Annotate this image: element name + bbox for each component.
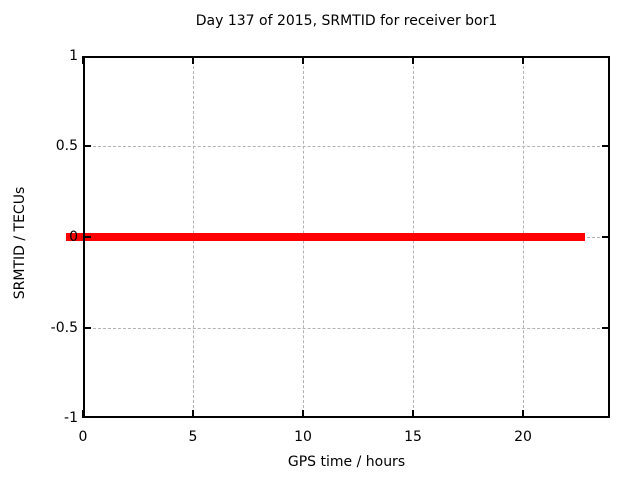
y-tick-label: -0.5 (50, 320, 78, 336)
y-tick-left-m1 (83, 416, 91, 418)
x-tick-label: 15 (404, 429, 422, 445)
x-tick-label: 10 (294, 429, 312, 445)
y-tick-left-m0p5 (83, 327, 91, 329)
y-gridline-0p5 (83, 146, 610, 147)
y-tick-right-1 (602, 56, 610, 58)
x-axis-title: GPS time / hours (287, 454, 406, 470)
x-tick-top-20 (522, 56, 524, 64)
y-tick-label: 0.5 (55, 138, 78, 154)
y-tick-left-1 (83, 56, 91, 58)
x-tick-bottom-15 (412, 410, 414, 418)
y-tick-right-m0p5 (602, 327, 610, 329)
y-tick-left-0 (83, 236, 91, 238)
plot-area-border (83, 56, 610, 418)
x-tick-bottom-20 (522, 410, 524, 418)
y-tick-label: 0 (69, 229, 78, 245)
y-tick-label: -1 (64, 410, 78, 426)
x-tick-top-0 (82, 56, 84, 64)
x-tick-bottom-5 (192, 410, 194, 418)
x-tick-bottom-10 (302, 410, 304, 418)
y-axis-title-text: SRMTID / TECUs (12, 186, 28, 300)
series-line-srmtid (66, 233, 585, 241)
x-tick-bottom-0 (82, 410, 84, 418)
x-tick-top-5 (192, 56, 194, 64)
y-tick-right-0 (602, 236, 610, 238)
y-gridline-m0p5 (83, 328, 610, 329)
chart-title: Day 137 of 2015, SRMTID for receiver bor… (195, 13, 498, 29)
y-tick-label: 1 (69, 48, 78, 64)
x-tick-label: 5 (188, 429, 198, 445)
y-tick-right-0p5 (602, 145, 610, 147)
y-tick-left-0p5 (83, 145, 91, 147)
x-tick-label: 20 (514, 429, 532, 445)
y-tick-right-m1 (602, 416, 610, 418)
x-tick-label: 0 (78, 429, 88, 445)
x-tick-top-15 (412, 56, 414, 64)
x-tick-top-10 (302, 56, 304, 64)
